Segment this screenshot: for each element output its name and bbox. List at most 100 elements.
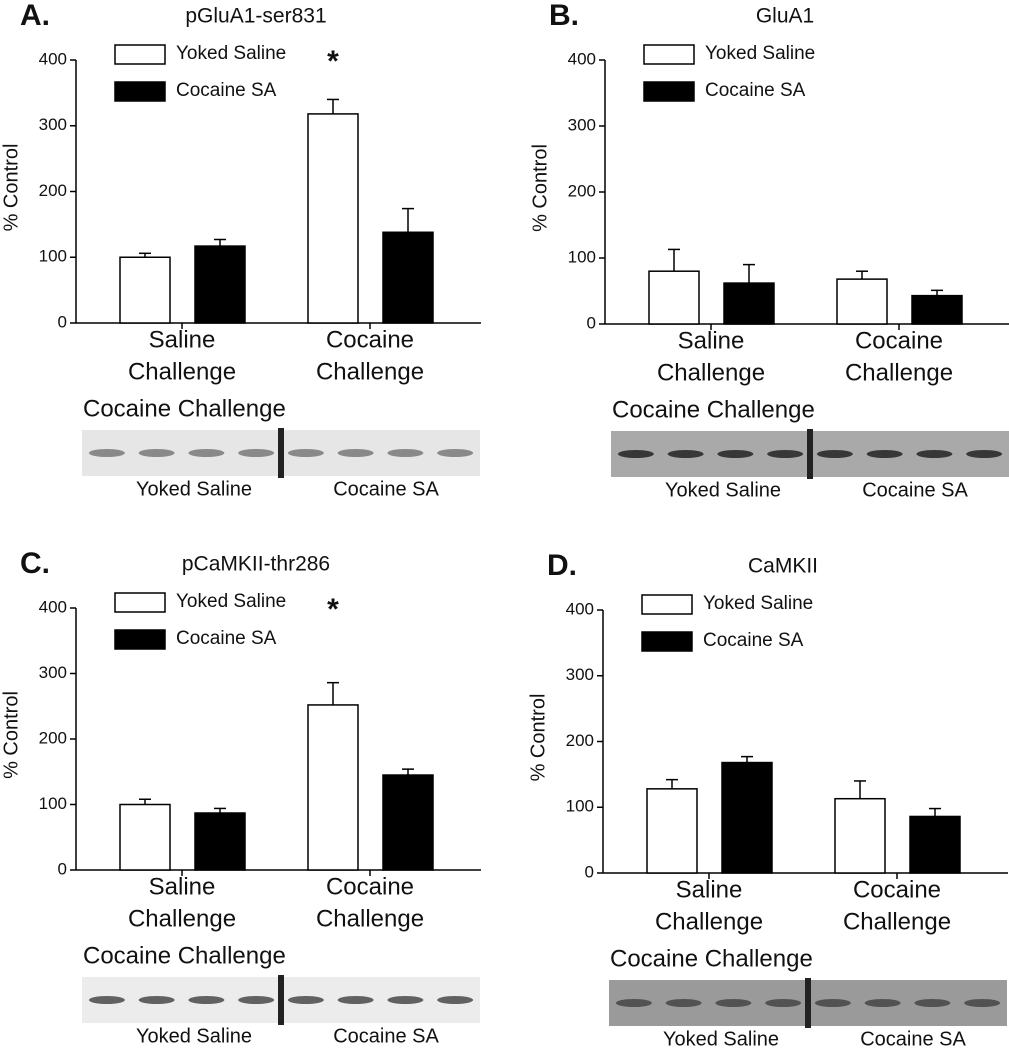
blot-band <box>816 450 853 458</box>
panel-label: A. <box>20 0 50 32</box>
annotation: * <box>327 45 339 78</box>
y-tick-label: 0 <box>585 862 594 881</box>
legend-label: Yoked Saline <box>703 593 813 614</box>
blot-band <box>916 450 953 458</box>
panel-label: C. <box>20 547 50 580</box>
y-tick-label: 100 <box>566 797 594 816</box>
x-tick-label: Saline <box>678 327 745 354</box>
chart-title: GluA1 <box>756 5 814 28</box>
bar <box>307 113 359 324</box>
blot-band <box>188 449 225 457</box>
y-tick-label: 400 <box>39 597 67 616</box>
x-tick-label: Challenge <box>657 359 765 386</box>
blot-band <box>188 996 225 1004</box>
bar <box>909 815 961 874</box>
legend-label: Cocaine SA <box>176 628 277 649</box>
blot-label: Yoked Saline <box>136 478 252 500</box>
y-tick-label: 300 <box>39 115 67 134</box>
bar <box>646 788 698 874</box>
y-tick-label: 200 <box>39 181 67 200</box>
y-tick-label: 300 <box>566 665 594 684</box>
bar <box>194 245 246 324</box>
panel-label: D. <box>547 549 577 582</box>
blot-title: Cocaine Challenge <box>83 942 286 969</box>
blot-band <box>437 449 474 457</box>
y-tick-label: 400 <box>566 599 594 618</box>
legend-label: Yoked Saline <box>176 591 286 612</box>
legend-swatch <box>643 44 695 65</box>
blot-band <box>138 449 175 457</box>
legend-label: Cocaine SA <box>703 630 804 651</box>
blot-divider <box>807 429 813 479</box>
x-tick-label: Cocaine <box>853 876 941 903</box>
blot-label: Yoked Saline <box>663 1028 779 1050</box>
y-tick-label: 400 <box>39 49 67 68</box>
blot-title: Cocaine Challenge <box>610 945 813 972</box>
panel-label: B. <box>549 0 579 32</box>
y-tick-label: 0 <box>58 312 67 331</box>
blot-band <box>337 449 374 457</box>
blot-band <box>814 999 851 1007</box>
blot-label: Cocaine SA <box>860 1028 966 1050</box>
y-tick-label: 0 <box>587 313 596 332</box>
bar <box>307 704 359 871</box>
blot-band <box>287 996 324 1004</box>
blot-label: Cocaine SA <box>862 479 968 501</box>
y-tick-label: 400 <box>568 49 596 68</box>
blot-band <box>287 449 324 457</box>
blot-band <box>864 999 901 1007</box>
blot-band <box>387 449 424 457</box>
y-axis-label: % Control <box>0 691 22 779</box>
blot-band <box>238 449 275 457</box>
legend-swatch <box>641 631 693 652</box>
bar <box>194 812 246 871</box>
y-tick-label: 300 <box>568 115 596 134</box>
x-tick-label: Cocaine <box>855 327 943 354</box>
blot-band <box>88 449 125 457</box>
blot-title: Cocaine Challenge <box>612 396 815 423</box>
x-tick-label: Challenge <box>128 358 236 385</box>
legend-label: Yoked Saline <box>176 43 286 64</box>
blot-divider <box>278 975 284 1025</box>
x-tick-label: Challenge <box>655 908 763 935</box>
blot-band <box>914 999 951 1007</box>
bar <box>119 256 171 324</box>
y-tick-label: 200 <box>39 728 67 747</box>
legend-swatch <box>114 592 166 613</box>
blot-band <box>667 450 704 458</box>
bar <box>721 761 773 874</box>
y-tick-label: 0 <box>58 859 67 878</box>
y-tick-label: 100 <box>39 247 67 266</box>
x-tick-label: Challenge <box>316 905 424 932</box>
y-axis-label: % Control <box>0 144 22 232</box>
x-tick-label: Challenge <box>845 359 953 386</box>
y-axis-label: % Control <box>527 694 549 782</box>
blot-label: Yoked Saline <box>136 1025 252 1047</box>
blot-band <box>238 996 275 1004</box>
blot-label: Cocaine SA <box>333 478 439 500</box>
blot-band <box>715 999 752 1007</box>
legend-swatch <box>114 44 166 65</box>
legend-swatch <box>114 81 166 102</box>
chart-title: CaMKII <box>748 555 818 578</box>
x-tick-label: Challenge <box>316 358 424 385</box>
blot-band <box>765 999 802 1007</box>
x-tick-label: Challenge <box>843 908 951 935</box>
blot-band <box>665 999 702 1007</box>
bar <box>834 797 886 874</box>
x-tick-label: Saline <box>149 873 216 900</box>
blot-band <box>767 450 804 458</box>
legend-label: Cocaine SA <box>176 80 277 101</box>
bar <box>382 774 434 871</box>
blot-band <box>866 450 903 458</box>
legend-label: Yoked Saline <box>705 43 815 64</box>
blot-label: Cocaine SA <box>333 1025 439 1047</box>
y-tick-label: 200 <box>568 181 596 200</box>
y-axis-label: % Control <box>529 144 551 232</box>
x-tick-label: Saline <box>676 876 743 903</box>
blot-band <box>617 450 654 458</box>
blot-divider <box>805 978 811 1028</box>
blot-band <box>387 996 424 1004</box>
y-tick-label: 100 <box>568 247 596 266</box>
